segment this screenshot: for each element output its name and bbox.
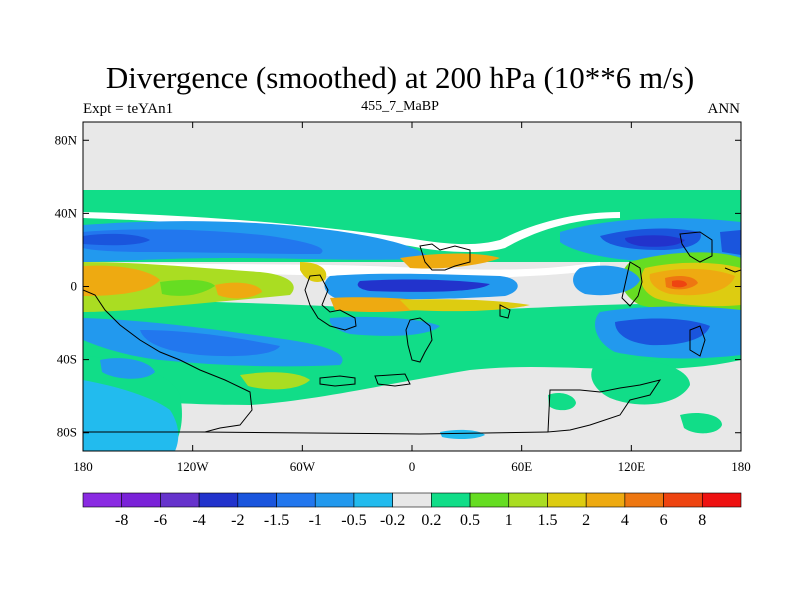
colorbar-label: 1	[505, 512, 513, 529]
period-label: 455_7_MaBP	[361, 99, 439, 114]
colorbar-swatch	[353, 492, 393, 508]
colorbar-label: 2	[582, 512, 590, 529]
colorbar-swatch	[663, 492, 703, 508]
colorbar-swatch	[392, 492, 432, 508]
contour-sh-indian-green	[591, 358, 690, 405]
colorbar-label: -0.5	[341, 512, 366, 529]
colorbar-label: -2	[231, 512, 244, 529]
contour-north-blue-core	[83, 229, 323, 254]
contour-white-gap-1	[83, 262, 600, 279]
contour-sh-spot-green	[548, 392, 576, 411]
colorbar-label: 0.2	[421, 512, 441, 529]
colorbar-label: -0.2	[380, 512, 405, 529]
colorbar-label: -1.5	[264, 512, 289, 529]
contour-eq-yellow-africa	[300, 262, 327, 282]
colorbar-swatch	[82, 492, 123, 508]
x-axis: 180 120W 60W 0 60E 120E 180	[73, 122, 751, 474]
contour-sh-blue-atlantic	[329, 316, 440, 336]
colorbar-swatch	[237, 492, 277, 508]
contour-north-darkblue-core	[83, 233, 150, 246]
coastlines	[83, 231, 741, 435]
colorbar-swatch	[198, 492, 239, 508]
contour-antarctic-blue-spot	[100, 358, 155, 379]
y-tick-label: 80S	[57, 425, 77, 440]
contour-eq-blue-core	[357, 279, 490, 292]
colorbar-swatch	[160, 492, 200, 508]
x-tick-label: 120W	[177, 459, 210, 474]
colorbar-swatch	[431, 492, 471, 508]
colorbar-label: 1.5	[537, 512, 557, 529]
contour-eq-green-west-strip	[160, 279, 215, 296]
contour-eq-orange-spot	[215, 282, 262, 299]
x-tick-label: 60W	[290, 459, 316, 474]
y-tick-label: 40N	[55, 205, 78, 220]
y-tick-label: 40S	[57, 352, 77, 367]
contour-antarctic-cyan-spot	[440, 429, 485, 440]
colorbar-swatch	[547, 492, 587, 508]
contour-indian-blue	[573, 265, 640, 296]
contour-fields	[83, 190, 741, 451]
colorbar-label: 6	[660, 512, 668, 529]
colorbar-swatch	[585, 492, 626, 508]
plot-title: Divergence (smoothed) at 200 hPa (10**6 …	[105, 60, 695, 95]
y-tick-label: 80N	[55, 132, 78, 147]
x-tick-label: 180	[731, 459, 751, 474]
y-tick-label: 0	[71, 279, 78, 294]
contour-sh-spot-green-2	[680, 413, 722, 434]
colorbar-swatch	[701, 492, 742, 508]
season-label: ANN	[707, 101, 741, 117]
contour-ne-edge-blue	[720, 230, 741, 255]
contour-wpac-red	[672, 280, 687, 288]
contour-antarctic-cyan	[83, 380, 179, 451]
colorbar-swatch	[508, 492, 548, 508]
colorbar-label: 8	[698, 512, 706, 529]
y-axis: 80N 40N 0 40S 80S	[55, 132, 741, 440]
x-tick-label: 120E	[618, 459, 646, 474]
colorbar-label: -1	[309, 512, 322, 529]
x-tick-label: 0	[409, 459, 416, 474]
contour-eq-orange-west	[83, 265, 160, 296]
colorbar-swatch	[276, 492, 316, 508]
contour-eq-orange-mid	[400, 253, 500, 269]
contour-sh-orange-strip	[400, 299, 530, 312]
colorbar-swatch	[121, 492, 161, 508]
colorbar-swatch	[469, 492, 510, 508]
colorbar-label: 4	[621, 512, 629, 529]
contour-sh-blue-east-core	[615, 318, 710, 346]
contour-sh-blue-core	[140, 330, 280, 357]
colorbar-label: -8	[115, 512, 128, 529]
colorbar-swatch	[624, 492, 664, 508]
x-tick-label: 60E	[511, 459, 532, 474]
colorbar: -8 -6 -4 -2 -1.5 -1 -0.5 -0.2 0.2 0.5 1 1.5 2 4 6 8	[82, 492, 742, 529]
contour-sh-yellowgreen	[240, 372, 310, 390]
colorbar-swatch	[314, 492, 355, 508]
colorbar-label: -6	[154, 512, 167, 529]
experiment-label: Expt = teYAn1	[83, 101, 174, 117]
colorbar-label: -4	[192, 512, 205, 529]
colorbar-label: 0.5	[460, 512, 480, 529]
contour-ne-pacific-darkblue	[625, 235, 685, 247]
x-tick-label: 180	[73, 459, 93, 474]
